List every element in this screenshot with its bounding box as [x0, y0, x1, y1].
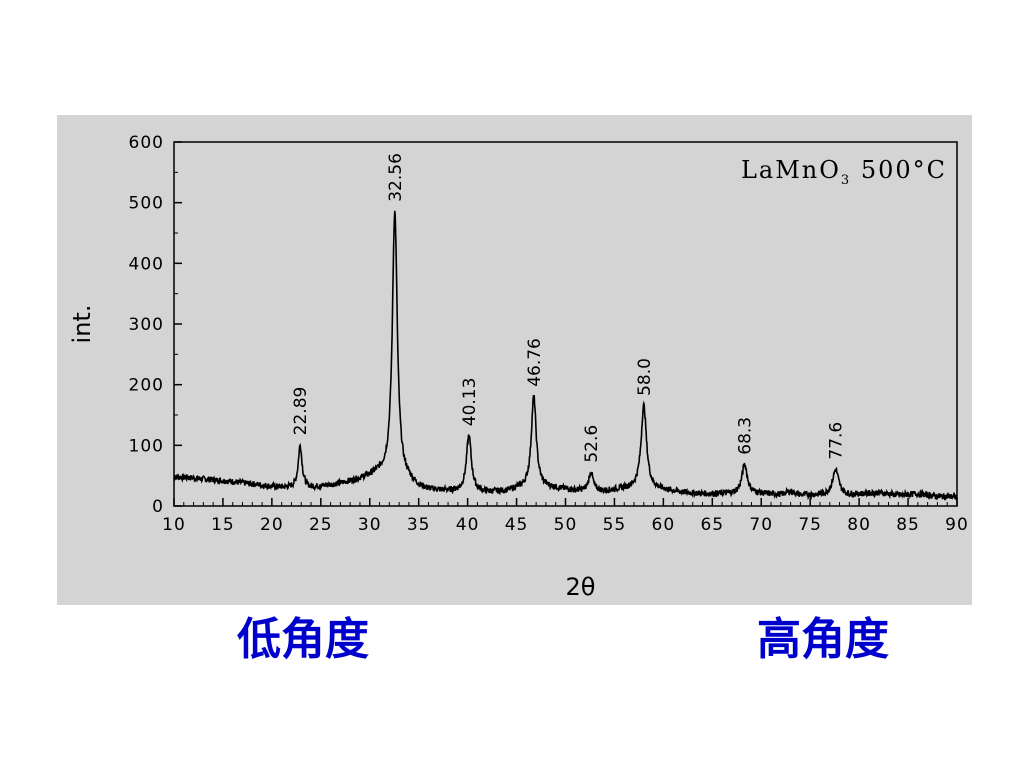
peak-label: 32.56 [386, 153, 406, 202]
y-tick-label: 200 [129, 376, 164, 396]
x-tick-label: 40 [456, 515, 480, 535]
x-axis-label: 2θ [566, 573, 596, 601]
xrd-chart: 0 100 200 300 400 500 600 10 15 20 25 30 35 40 45 50 55 6… [68, 133, 969, 601]
x-tick-label: 50 [554, 515, 578, 535]
y-tick-label: 300 [129, 315, 164, 335]
chart-title: LaMnO3 500°C [741, 156, 947, 188]
y-tick-label: 500 [129, 194, 164, 214]
x-tick-label: 30 [358, 515, 382, 535]
x-tick-label: 80 [847, 515, 871, 535]
x-tick-label: 45 [505, 515, 529, 535]
xrd-chart-panel: 0 100 200 300 400 500 600 10 15 20 25 30 35 40 45 50 55 6… [57, 115, 972, 605]
y-tick-label: 0 [152, 497, 164, 517]
y-axis-label: int. [68, 305, 96, 344]
x-tick-label: 60 [652, 515, 676, 535]
peak-label: 40.13 [460, 378, 480, 427]
peak-label: 46.76 [525, 338, 545, 387]
x-tick-label: 55 [603, 515, 627, 535]
x-tick-label: 25 [309, 515, 333, 535]
y-tick-label: 600 [129, 133, 164, 153]
peak-label: 52.6 [582, 425, 602, 463]
y-tick-label: 400 [129, 254, 164, 274]
x-tick-label: 35 [407, 515, 431, 535]
x-tick-label: 85 [896, 515, 920, 535]
x-tick-label: 15 [211, 515, 235, 535]
x-tick-label: 65 [700, 515, 724, 535]
x-tick-label: 90 [945, 515, 969, 535]
y-tick-label: 100 [129, 436, 164, 456]
peak-label: 68.3 [736, 417, 756, 455]
peak-label: 22.89 [291, 387, 311, 436]
x-tick-label: 10 [162, 515, 186, 535]
diffraction-curve [173, 210, 958, 501]
peak-label: 77.6 [827, 422, 847, 460]
x-tick-label: 70 [749, 515, 773, 535]
peak-label: 58.0 [635, 358, 655, 396]
caption-low-angle: 低角度 [237, 614, 369, 665]
caption-high-angle: 高角度 [757, 614, 889, 665]
x-tick-label: 75 [798, 515, 822, 535]
x-tick-label: 20 [260, 515, 284, 535]
